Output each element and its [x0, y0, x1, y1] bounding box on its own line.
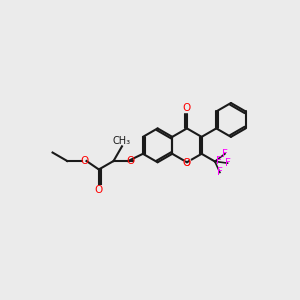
Text: F: F [217, 167, 223, 177]
Text: F: F [222, 149, 228, 159]
Text: F: F [216, 156, 222, 167]
Text: CH₃: CH₃ [113, 136, 131, 146]
Text: O: O [95, 184, 103, 195]
Text: O: O [80, 156, 88, 166]
Text: O: O [183, 103, 191, 113]
Text: O: O [183, 158, 191, 168]
Text: O: O [126, 156, 135, 166]
Text: F: F [225, 158, 230, 168]
Text: O: O [182, 157, 192, 169]
Text: O: O [183, 158, 191, 168]
